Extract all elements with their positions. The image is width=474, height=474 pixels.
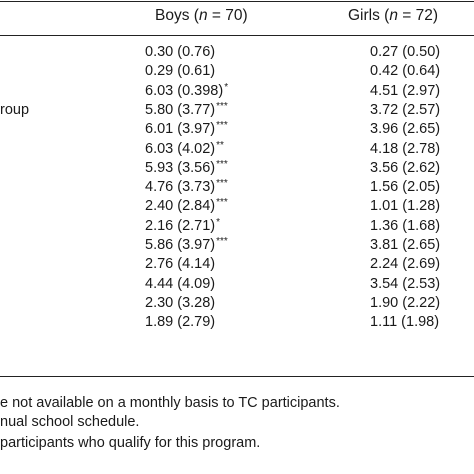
table-row: 4.44 (4.09) 3.54 (2.53) xyxy=(0,275,474,294)
table-note: nual school schedule. xyxy=(0,414,140,430)
boys-cell: 6.01 (3.97)*** xyxy=(145,120,228,139)
significance-marker: * xyxy=(224,81,229,93)
significance-marker: *** xyxy=(216,100,228,112)
boys-cell: 5.93 (3.56)*** xyxy=(145,159,228,178)
table-row: 6.03 (4.02)** 4.18 (2.78) xyxy=(0,140,474,159)
boys-value: 2.16 (2.71) xyxy=(145,217,216,234)
boys-value: 2.30 (3.28) xyxy=(145,294,216,311)
table-row: 2.30 (3.28) 1.90 (2.22) xyxy=(0,294,474,313)
girls-cell: 3.54 (2.53) xyxy=(370,275,441,292)
table-row: 2.16 (2.71)* 1.36 (1.68) xyxy=(0,217,474,236)
table-row: 6.01 (3.97)*** 3.96 (2.65) xyxy=(0,120,474,139)
boys-cell: 0.30 (0.76) xyxy=(145,43,216,62)
boys-value: 6.03 (4.02) xyxy=(145,140,216,157)
significance-marker: *** xyxy=(216,158,228,170)
girls-cell: 4.18 (2.78) xyxy=(370,140,441,157)
boys-value: 6.03 (0.398) xyxy=(145,82,224,99)
boys-value: 5.93 (3.56) xyxy=(145,159,216,176)
significance-marker: * xyxy=(216,216,221,228)
table-bottom-rule xyxy=(0,376,474,377)
table-row: 0.30 (0.76) 0.27 (0.50) xyxy=(0,43,474,62)
boys-cell: 2.30 (3.28) xyxy=(145,294,216,313)
boys-cell: 4.44 (4.09) xyxy=(145,275,216,294)
significance-marker: *** xyxy=(216,236,228,247)
boys-value: 4.76 (3.73) xyxy=(145,179,216,196)
boys-cell: 2.40 (2.84)*** xyxy=(145,197,228,216)
table-note: participants who qualify for this progra… xyxy=(0,435,261,451)
girls-cell: 3.96 (2.65) xyxy=(370,121,441,138)
boys-cell: 6.03 (4.02)** xyxy=(145,140,224,159)
girls-header-text: Girls ( xyxy=(348,7,390,24)
boys-cell: 2.76 (4.14) xyxy=(145,255,216,274)
boys-value: 5.80 (3.77) xyxy=(145,101,216,118)
boys-value: 0.29 (0.61) xyxy=(145,63,216,80)
column-header-girls: Girls (n = 72) xyxy=(348,6,438,26)
table-row: roup 5.80 (3.77)*** 3.72 (2.57) xyxy=(0,101,474,120)
table-row: 4.76 (3.73)*** 1.56 (2.05) xyxy=(0,178,474,197)
boys-n-symbol: n xyxy=(198,7,208,24)
boys-value: 4.44 (4.09) xyxy=(145,275,216,292)
table-top-rule xyxy=(0,1,474,2)
boys-cell: 6.03 (0.398)* xyxy=(145,82,228,101)
boys-value: 5.86 (3.97) xyxy=(145,237,216,253)
significance-marker: *** xyxy=(216,120,228,132)
boys-value: 1.89 (2.79) xyxy=(145,314,216,331)
column-header-boys: Boys (n = 70) xyxy=(155,6,248,26)
girls-n-value: = 72) xyxy=(397,7,439,24)
boys-cell: 5.80 (3.77)*** xyxy=(145,101,228,120)
girls-n-symbol: n xyxy=(389,7,398,24)
boys-value: 6.01 (3.97) xyxy=(145,121,216,138)
boys-value: 2.76 (4.14) xyxy=(145,256,216,273)
boys-header-text: Boys ( xyxy=(155,7,199,24)
boys-cell: 4.76 (3.73)*** xyxy=(145,178,228,197)
significance-marker: ** xyxy=(216,139,224,151)
girls-cell: 1.36 (1.68) xyxy=(370,217,441,234)
girls-cell: 1.11 (1.98) xyxy=(370,314,440,331)
girls-cell: 0.42 (0.64) xyxy=(370,63,441,80)
table-row: 2.76 (4.14) 2.24 (2.69) xyxy=(0,255,474,274)
significance-marker: *** xyxy=(216,178,228,190)
boys-value: 0.30 (0.76) xyxy=(145,44,216,60)
table-row: 0.29 (0.61) 0.42 (0.64) xyxy=(0,62,474,81)
girls-cell: 3.72 (2.57) xyxy=(370,101,441,118)
girls-cell: 1.01 (1.28) xyxy=(370,198,441,215)
boys-value: 2.40 (2.84) xyxy=(145,198,216,215)
header-rule xyxy=(0,35,474,36)
girls-cell: 3.81 (2.65) xyxy=(370,237,441,253)
table-row: 6.03 (0.398)* 4.51 (2.97) xyxy=(0,82,474,101)
table-row: 2.40 (2.84)*** 1.01 (1.28) xyxy=(0,197,474,216)
girls-cell: 3.56 (2.62) xyxy=(370,159,441,176)
girls-cell: 1.56 (2.05) xyxy=(370,179,441,196)
boys-cell: 2.16 (2.71)* xyxy=(145,217,220,236)
table-row: 5.86 (3.97)*** 3.81 (2.65) xyxy=(0,236,474,255)
girls-cell: 1.90 (2.22) xyxy=(370,294,441,311)
significance-marker: *** xyxy=(216,197,228,209)
girls-cell: 4.51 (2.97) xyxy=(370,82,441,99)
boys-cell: 5.86 (3.97)*** xyxy=(145,236,228,255)
boys-cell: 1.89 (2.79) xyxy=(145,313,216,332)
table-row: 1.89 (2.79) 1.11 (1.98) xyxy=(0,313,474,332)
boys-n-value: = 70) xyxy=(207,7,248,24)
girls-cell: 0.27 (0.50) xyxy=(370,44,441,60)
row-label: roup xyxy=(0,101,30,118)
girls-cell: 2.24 (2.69) xyxy=(370,256,441,273)
table-note: e not available on a monthly basis to TC… xyxy=(0,395,340,411)
boys-cell: 0.29 (0.61) xyxy=(145,62,216,81)
table-row: 5.93 (3.56)*** 3.56 (2.62) xyxy=(0,159,474,178)
